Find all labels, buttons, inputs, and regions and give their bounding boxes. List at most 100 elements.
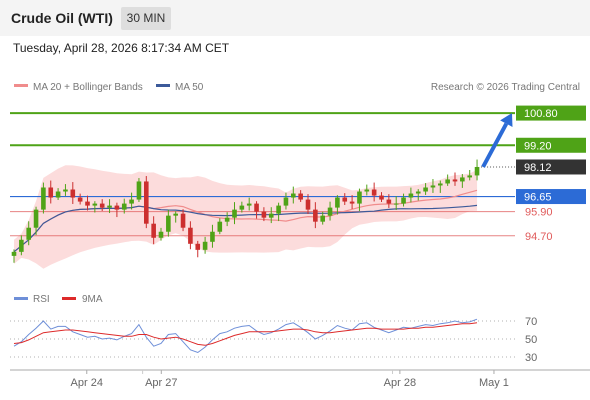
- rsi-legend-label: RSI: [33, 294, 50, 305]
- candle-body: [239, 205, 245, 210]
- candle: [305, 194, 311, 215]
- pivot-price-label: 95.90: [525, 207, 553, 219]
- candle-body: [85, 201, 90, 206]
- candles: [11, 159, 480, 263]
- candle-body: [180, 213, 186, 228]
- time-tick-label: Apr 27: [145, 377, 177, 389]
- forecast-arrow-shaft: [481, 122, 509, 168]
- instrument-title: Crude Oil (WTI): [11, 10, 113, 26]
- candle-body: [305, 199, 311, 210]
- candle-body: [415, 191, 421, 194]
- candle: [261, 207, 267, 222]
- resistance-price-tag: 99.20: [516, 137, 586, 153]
- candle-body: [195, 243, 201, 250]
- candle: [129, 192, 134, 210]
- candle: [291, 186, 296, 204]
- timeframe-badge[interactable]: 30 MIN: [121, 7, 171, 30]
- candle-body: [188, 227, 193, 244]
- candle: [188, 221, 193, 250]
- rsi-tick-label: 50: [525, 334, 537, 346]
- candle: [474, 159, 480, 181]
- candle-body: [298, 193, 303, 200]
- candle-body: [232, 209, 237, 218]
- price-tag-box: [516, 105, 586, 121]
- candle: [320, 211, 325, 225]
- candle: [70, 182, 76, 204]
- candle: [232, 202, 237, 225]
- candle: [77, 193, 83, 205]
- candle: [33, 206, 39, 236]
- candle: [467, 169, 472, 181]
- candle: [386, 194, 392, 209]
- bollinger-band-area: [14, 165, 478, 269]
- candle-body: [313, 209, 318, 222]
- rsi-ma-legend-label: 9MA: [82, 294, 103, 305]
- candle: [121, 198, 127, 214]
- rsi-ma-line: [13, 322, 478, 346]
- candle-body: [438, 183, 443, 186]
- forecast-arrow: [481, 113, 513, 168]
- candle: [364, 184, 370, 196]
- ma50-legend-label: MA 50: [175, 82, 204, 93]
- rsi-panel: 70 50 30: [10, 316, 537, 364]
- candle-body: [48, 187, 54, 198]
- current-price-tag: 98.12: [516, 159, 586, 175]
- candle-body: [423, 187, 428, 192]
- candle-body: [474, 166, 480, 176]
- candle-body: [357, 191, 362, 204]
- candle-body: [320, 215, 325, 222]
- price-tag-label: 98.12: [524, 162, 552, 174]
- candle: [276, 202, 281, 222]
- candle-body: [364, 189, 370, 192]
- candle: [254, 201, 259, 219]
- price-tags: 100.80 99.20 98.12 96.65 95.90 94.70: [516, 105, 586, 243]
- candle: [452, 172, 458, 186]
- time-tick-label: Apr 24: [71, 377, 103, 389]
- candle-body: [202, 241, 208, 250]
- candle-body: [224, 217, 230, 222]
- rsi-tick-label: 70: [525, 316, 537, 328]
- candle: [445, 174, 450, 186]
- time-axis: Apr 24 Apr 27 Apr 28 May 1: [71, 370, 509, 389]
- price-tag-label: 100.80: [524, 108, 558, 120]
- price-tag-label: 99.20: [524, 140, 552, 152]
- candle-body: [55, 191, 61, 198]
- candle-body: [19, 239, 24, 252]
- bollinger-band: [14, 165, 478, 269]
- candle-body: [268, 213, 274, 218]
- candle-body: [210, 231, 215, 242]
- candle-body: [386, 199, 392, 204]
- ma20-legend-label: MA 20 + Bollinger Bands: [33, 82, 143, 93]
- candle-body: [217, 221, 223, 232]
- candle-body: [460, 177, 465, 182]
- candle: [335, 195, 340, 215]
- candle-body: [254, 203, 259, 212]
- candle-body: [26, 227, 31, 240]
- candle-body: [11, 251, 17, 256]
- candle-body: [276, 205, 281, 214]
- candle: [217, 218, 223, 235]
- candle-body: [327, 207, 333, 216]
- candle-body: [371, 189, 377, 196]
- candle: [342, 193, 348, 205]
- candle-body: [114, 205, 120, 210]
- ma50-legend-swatch: [156, 84, 170, 87]
- candle-body: [144, 181, 149, 224]
- candle: [158, 227, 164, 241]
- candle-body: [121, 203, 127, 210]
- candle: [202, 236, 208, 254]
- candle: [107, 199, 112, 214]
- candle: [210, 224, 215, 248]
- candle: [371, 182, 377, 202]
- candle-body: [401, 197, 406, 204]
- candle: [166, 209, 171, 237]
- candle: [11, 249, 17, 263]
- candle: [239, 201, 245, 213]
- candle: [393, 196, 399, 211]
- candle-body: [261, 211, 267, 218]
- candle-body: [452, 179, 458, 182]
- candle: [327, 201, 333, 221]
- candle: [313, 202, 318, 229]
- rsi-ma-legend-swatch: [62, 297, 76, 300]
